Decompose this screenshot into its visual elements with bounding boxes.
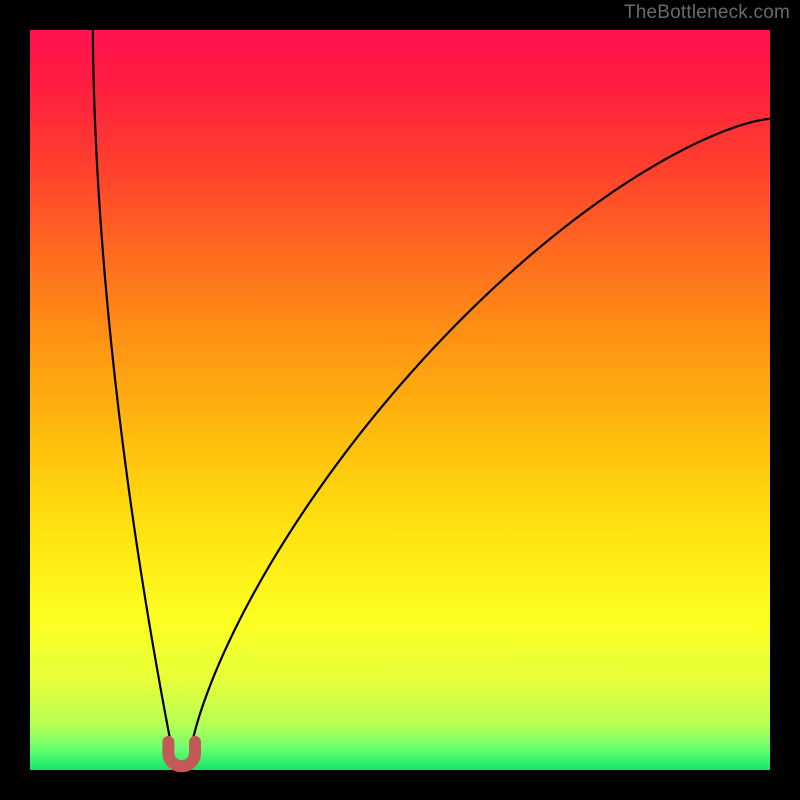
watermark-text: TheBottleneck.com [624, 2, 790, 24]
figure-root: TheBottleneck.com [0, 0, 800, 800]
bottleneck-chart [0, 0, 800, 800]
chart-background [30, 30, 770, 770]
